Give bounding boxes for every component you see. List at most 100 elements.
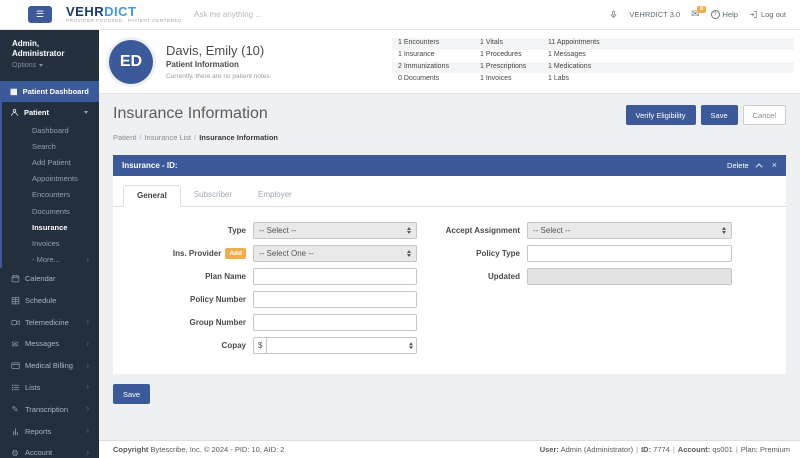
policy-number-label: Policy Number: [189, 295, 246, 304]
stat-medications[interactable]: 1 Medications: [548, 63, 592, 71]
sidebar-item-more[interactable]: - More... ›: [32, 254, 89, 265]
global-search-input[interactable]: [193, 10, 404, 19]
sidebar-item-account[interactable]: ⚙ Account ›: [11, 447, 89, 458]
sidebar-patient-section: Patient Dashboard Search Add Patient App…: [0, 102, 99, 268]
help-button[interactable]: ? Help: [710, 10, 738, 19]
app-logo: VEHRDICT Provider Focused . Patient Cent…: [66, 5, 182, 24]
ins-provider-select[interactable]: -- Select One --: [253, 245, 417, 262]
grid-icon: ▦: [10, 87, 18, 96]
footer: Copyright Bytescribe, Inc. © 2024 - PID:…: [99, 440, 800, 458]
sidebar-item-reports[interactable]: Reports ›: [0, 420, 99, 442]
stat-documents[interactable]: 0 Documents: [398, 75, 440, 83]
logo-text-primary: VEHR: [66, 4, 105, 20]
video-camera-icon: [10, 319, 20, 325]
stat-messages[interactable]: 1 Messages: [548, 51, 586, 59]
stat-encounters[interactable]: 1 Encounters: [398, 39, 440, 47]
stat-procedures[interactable]: 1 Procedures: [480, 51, 522, 59]
stat-invoices[interactable]: 1 Invoices: [480, 75, 512, 83]
breadcrumb-patient[interactable]: Patient: [113, 133, 137, 142]
save-button[interactable]: Save: [700, 105, 738, 125]
stats-row: 1 Encounters 1 Vitals 11 Appointments: [392, 37, 794, 50]
sidebar-item-encounters[interactable]: Encounters: [32, 190, 70, 200]
breadcrumb-insurance-list[interactable]: Insurance List: [144, 133, 192, 142]
tab-general[interactable]: General: [123, 185, 181, 207]
stat-prescriptions[interactable]: 1 Prescriptions: [480, 63, 527, 71]
sidebar-item-appointments[interactable]: Appointments: [32, 174, 78, 184]
tab-employer[interactable]: Employer: [258, 190, 292, 199]
insurance-panel-body: General Subscriber Employer Type -- Sele…: [113, 176, 786, 374]
accept-assignment-select[interactable]: -- Select --: [527, 222, 732, 239]
stat-insurance[interactable]: 1 Insurance: [398, 51, 435, 59]
policy-type-input[interactable]: [527, 245, 732, 262]
gear-icon: ⚙: [11, 447, 19, 458]
patient-header: ED Davis, Emily (10) Patient Information…: [99, 30, 800, 94]
chevron-down-icon: [84, 111, 88, 114]
breadcrumb-current: Insurance Information: [199, 133, 279, 142]
stat-appointments[interactable]: 11 Appointments: [548, 39, 600, 47]
stats-row: 1 Insurance 1 Procedures 1 Messages: [392, 50, 794, 62]
save-button-bottom[interactable]: Save: [113, 384, 151, 404]
sidebar-item-calendar[interactable]: Calendar: [0, 268, 99, 290]
sidebar-item-transcription[interactable]: ✎ Transcription ›: [11, 404, 89, 415]
verify-eligibility-button[interactable]: Verify Eligibility: [625, 105, 696, 125]
stat-immunizations[interactable]: 2 Immunizations: [398, 63, 449, 71]
delete-button[interactable]: Delete: [727, 161, 749, 170]
insurance-tabs: General Subscriber Employer: [113, 185, 786, 207]
policy-number-input[interactable]: [253, 291, 417, 308]
sidebar-item-schedule[interactable]: Schedule: [0, 289, 99, 311]
user-name-line2: Administrator: [12, 49, 65, 58]
sidebar-item-dashboard[interactable]: Dashboard: [32, 125, 69, 135]
copay-label: Copay: [221, 341, 246, 350]
messages-envelope-icon[interactable]: ✉ 0: [691, 5, 706, 20]
page-title: Insurance Information: [113, 105, 268, 122]
page-content: Insurance Information Verify Eligibility…: [99, 94, 800, 440]
select-arrows-icon: [407, 226, 411, 235]
type-select[interactable]: -- Select --: [253, 222, 417, 239]
sidebar-item-documents[interactable]: Documents: [32, 206, 70, 216]
select-arrows-icon: [407, 249, 411, 258]
chevron-right-icon: ›: [86, 360, 89, 370]
chevron-right-icon: ›: [86, 382, 89, 392]
sidebar-item-patient-dashboard[interactable]: ▦ Patient Dashboard: [0, 81, 99, 102]
sidebar-item-telemedicine[interactable]: Telemedicine ›: [0, 311, 99, 333]
group-number-input[interactable]: [253, 314, 417, 331]
messages-count-badge: 0: [697, 5, 706, 13]
number-stepper-icon[interactable]: [409, 341, 413, 350]
sidebar-item-search[interactable]: Search: [32, 141, 56, 151]
microphone-icon[interactable]: [609, 10, 618, 19]
sidebar-item-invoices[interactable]: Invoices: [32, 238, 60, 248]
hamburger-menu-button[interactable]: [28, 6, 52, 23]
sidebar-user-block: Admin, Administrator Options: [0, 30, 99, 76]
close-icon[interactable]: ×: [771, 160, 777, 170]
breadcrumb: Patient / Insurance List / Insurance Informa…: [113, 133, 279, 142]
sidebar-item-add-patient[interactable]: Add Patient: [32, 157, 71, 167]
plan-name-input[interactable]: [253, 268, 417, 285]
logo-tagline: Provider Focused . Patient Centered: [66, 18, 182, 24]
sidebar-item-medical-billing[interactable]: Medical Billing ›: [0, 355, 99, 377]
patient-notes-text: Currently, there are no patient notes.: [166, 73, 272, 80]
patient-name: Davis, Emily (10): [166, 43, 265, 58]
sidebar-item-insurance[interactable]: Insurance: [32, 222, 68, 232]
sidebar-item-messages[interactable]: ✉ Messages ›: [11, 338, 89, 349]
updated-label: Updated: [488, 272, 520, 281]
add-provider-button[interactable]: Add: [225, 248, 246, 259]
sidebar-section-patient[interactable]: Patient: [2, 102, 99, 122]
copay-input[interactable]: [266, 337, 417, 354]
tab-subscriber[interactable]: Subscriber: [193, 190, 233, 199]
panel-title: Insurance - ID:: [122, 161, 178, 170]
stat-labs[interactable]: 1 Labs: [548, 75, 570, 83]
logout-button[interactable]: Log out: [749, 10, 786, 19]
insurance-general-form: Type -- Select -- Ins. Provider: [113, 207, 786, 362]
user-options-dropdown[interactable]: Options: [12, 62, 91, 69]
main-area: ED Davis, Emily (10) Patient Information…: [99, 30, 800, 458]
copay-currency-prefix: $: [253, 337, 267, 354]
insurance-panel-header: Insurance - ID: Delete ×: [113, 155, 786, 176]
session-info: User: Admin (Administrator) | ID: 7774 | Acc…: [539, 445, 790, 454]
sidebar-item-lists[interactable]: Lists ›: [0, 377, 99, 399]
cancel-button[interactable]: Cancel: [742, 105, 786, 125]
version-label: VEHRDICT 3.0: [629, 10, 681, 19]
stat-vitals[interactable]: 1 Vitals: [480, 39, 503, 47]
collapse-chevron-up-icon[interactable]: [755, 163, 763, 171]
chevron-right-icon: ›: [86, 338, 89, 348]
